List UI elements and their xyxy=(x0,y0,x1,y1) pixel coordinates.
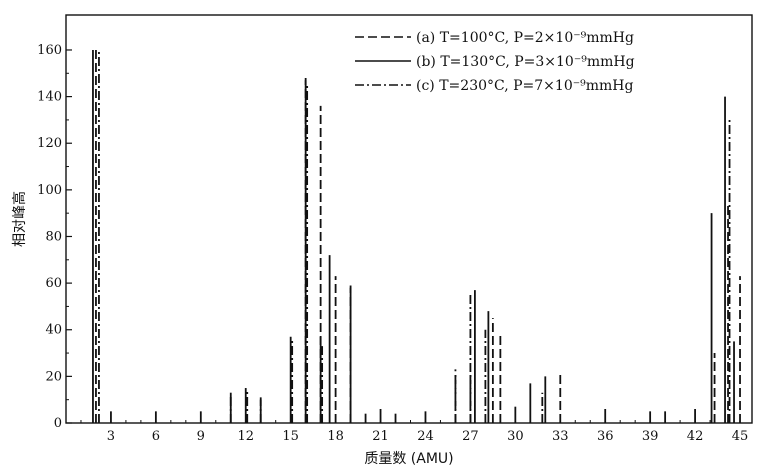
y-axis: 0 20 40 60 80 100 120 140 160 xyxy=(37,43,72,431)
x-tick-label: 6 xyxy=(152,429,160,444)
x-tick-label: 21 xyxy=(372,429,389,444)
y-tick-label: 140 xyxy=(37,90,62,105)
x-tick-label: 15 xyxy=(282,429,299,444)
y-tick-label: 100 xyxy=(37,183,62,198)
x-axis-title: 质量数 (AMU) xyxy=(364,451,453,467)
x-tick-label: 33 xyxy=(552,429,569,444)
y-axis-title: 相对峰高 xyxy=(11,191,28,247)
x-tick-label: 42 xyxy=(687,429,704,444)
x-tick-label: 30 xyxy=(507,429,524,444)
legend: (a) T=100°C, P=2×10⁻⁹mmHg (b) T=130°C, P=… xyxy=(355,30,635,94)
x-tick-label: 3 xyxy=(107,429,115,444)
plot-frame xyxy=(65,14,753,424)
x-tick-label: 45 xyxy=(732,429,749,444)
y-tick-label: 160 xyxy=(37,43,62,58)
y-tick-label: 20 xyxy=(45,369,62,384)
x-axis: 3 6 9 12 15 18 21 24 27 30 33 36 39 42 45 xyxy=(80,417,749,444)
x-tick-label: 18 xyxy=(327,429,344,444)
legend-label: (c) T=230°C, P=7×10⁻⁹mmHg xyxy=(416,78,633,94)
y-tick-label: 120 xyxy=(37,136,62,151)
y-tick-label: 40 xyxy=(45,323,62,338)
plot-border xyxy=(65,14,753,424)
spectrum-bars xyxy=(92,49,741,423)
x-tick-label: 9 xyxy=(197,429,205,444)
legend-label: (b) T=130°C, P=3×10⁻⁹mmHg xyxy=(416,54,635,70)
x-tick-label: 39 xyxy=(642,429,659,444)
x-tick-label: 12 xyxy=(237,429,254,444)
y-tick-label: 80 xyxy=(45,229,62,244)
y-tick-label: 60 xyxy=(45,276,62,291)
legend-label: (a) T=100°C, P=2×10⁻⁹mmHg xyxy=(416,30,634,46)
x-tick-label: 27 xyxy=(462,429,479,444)
x-tick-label: 36 xyxy=(597,429,614,444)
x-tick-label: 24 xyxy=(417,429,434,444)
y-tick-label: 0 xyxy=(54,416,62,431)
